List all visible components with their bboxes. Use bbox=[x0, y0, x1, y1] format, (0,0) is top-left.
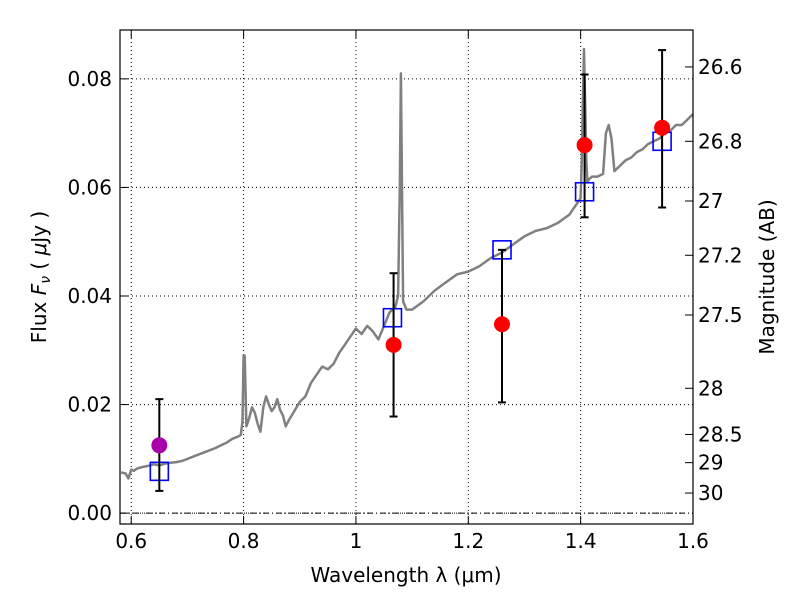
right-tick-label: 29 bbox=[698, 451, 723, 475]
right-tick-label: 26.6 bbox=[698, 55, 743, 79]
right-tick-label: 27.5 bbox=[698, 303, 743, 327]
x-tick-label: 1.6 bbox=[677, 529, 709, 553]
x-tick-label: 0.8 bbox=[228, 529, 260, 553]
right-tick-label: 28.5 bbox=[698, 422, 743, 446]
plot-frame bbox=[119, 29, 694, 525]
x-tick-label: 1 bbox=[350, 529, 363, 553]
right-tick-label: 28 bbox=[698, 376, 723, 400]
y-tick-label: 0.06 bbox=[67, 175, 112, 199]
right-tick-label: 27 bbox=[698, 189, 723, 213]
right-tick-label: 26.8 bbox=[698, 129, 743, 153]
x-tick-label: 1.4 bbox=[565, 529, 597, 553]
x-axis-label: Wavelength λ (μm) bbox=[310, 563, 501, 587]
y-tick-label: 0.02 bbox=[67, 393, 112, 417]
model-spectrum-line bbox=[120, 47, 693, 480]
observed-detection-marker bbox=[385, 336, 402, 353]
y-tick-label: 0.04 bbox=[67, 284, 112, 308]
right-tick-label: 27.2 bbox=[698, 243, 743, 267]
ticks: 0.6 0.8 1 1.2 1.4 1.6 0.00 0.02 0.04 0.06 0.08 26.6… bbox=[67, 30, 743, 553]
x-tick-label: 0.6 bbox=[115, 529, 147, 553]
right-axis-label: Magnitude (AB) bbox=[755, 199, 779, 354]
model-photometry-marker bbox=[382, 307, 403, 328]
right-tick-label: 30 bbox=[698, 481, 723, 505]
grid bbox=[120, 30, 693, 524]
observed-detection-marker bbox=[654, 119, 671, 136]
y-tick-label: 0.08 bbox=[67, 67, 112, 91]
y-tick-label: 0.00 bbox=[67, 501, 112, 525]
y-axis-label: Flux Fν ( μJy ) bbox=[27, 211, 54, 343]
observed-upper-marker bbox=[151, 437, 168, 454]
observed-detection-marker bbox=[494, 316, 510, 333]
plot-area bbox=[120, 47, 693, 492]
observed-detection-marker bbox=[576, 137, 593, 154]
x-tick-label: 1.2 bbox=[452, 529, 484, 553]
